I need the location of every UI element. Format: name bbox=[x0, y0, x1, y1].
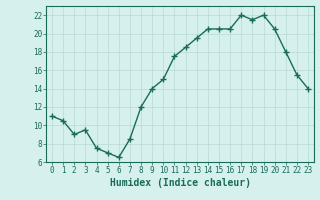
X-axis label: Humidex (Indice chaleur): Humidex (Indice chaleur) bbox=[109, 178, 251, 188]
